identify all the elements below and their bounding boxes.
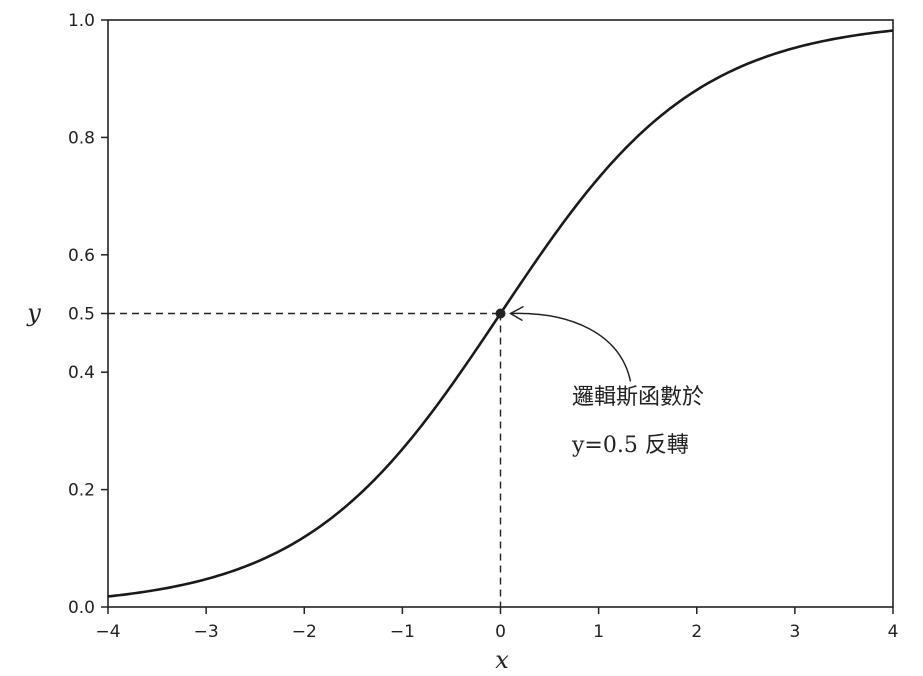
y-tick-label: 0.4 (68, 363, 95, 383)
y-tick-label: 0.5 (68, 305, 95, 325)
x-tick-label: −3 (194, 622, 219, 642)
x-tick-label: −4 (95, 622, 120, 642)
y-axis-title: y (26, 299, 41, 327)
x-tick-label: 4 (888, 622, 899, 642)
x-axis-title: x (495, 646, 509, 674)
x-tick-label: 0 (495, 622, 506, 642)
x-tick-label: −2 (292, 622, 317, 642)
annotation-line-1: 邏輯斯函數於 (572, 385, 704, 410)
guide-lines (108, 312, 502, 607)
axis-ticks: −4 −3 −2 −1 0 1 2 3 4 0.0 0.2 0.4 0.5 0.6 0.8 1.0 (68, 11, 898, 642)
y-tick-label: 0.8 (68, 128, 95, 148)
y-tick-label: 1.0 (68, 11, 95, 31)
annotation-arrow (510, 312, 632, 382)
x-tick-label: 3 (789, 622, 800, 642)
inflection-point (495, 308, 506, 319)
annotation-arrowhead (508, 305, 524, 322)
y-tick-label: 0.0 (68, 598, 95, 618)
x-tick-label: −1 (390, 622, 415, 642)
annotation-line-2: y=0.5 反轉 (571, 433, 689, 458)
x-tick-label: 2 (691, 622, 702, 642)
y-tick-label: 0.2 (68, 481, 95, 501)
y-tick-label: 0.6 (68, 246, 95, 266)
x-tick-label: 1 (593, 622, 604, 642)
